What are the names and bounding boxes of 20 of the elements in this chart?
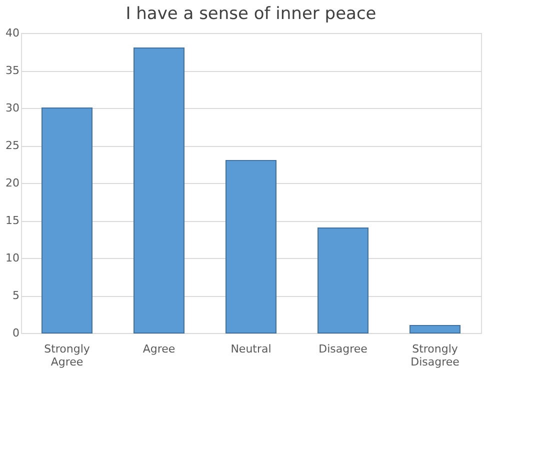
x-tick-label: Strongly Agree	[44, 342, 90, 368]
bar	[410, 325, 460, 334]
y-tick-label: 20	[6, 176, 20, 190]
bar	[318, 228, 368, 334]
y-tick-label: 10	[6, 252, 20, 264]
y-tick-label: 40	[6, 26, 20, 40]
chart-title: I have a sense of inner peace	[126, 4, 376, 24]
bar	[134, 48, 184, 334]
y-tick-label: 35	[6, 64, 20, 77]
y-tick-label: 0	[12, 326, 20, 340]
x-tick-label: Neutral	[230, 342, 272, 356]
x-tick-label: Strongly Disagree	[410, 342, 460, 368]
x-tick-label: Agree	[142, 342, 176, 356]
y-tick-label: 5	[12, 289, 20, 302]
y-tick-label: 15	[6, 214, 20, 227]
y-tick-label: 30	[6, 102, 20, 114]
bar	[226, 160, 276, 334]
x-tick-label: Disagree	[318, 342, 368, 356]
y-tick-label: 25	[6, 139, 20, 152]
bar	[42, 108, 92, 334]
